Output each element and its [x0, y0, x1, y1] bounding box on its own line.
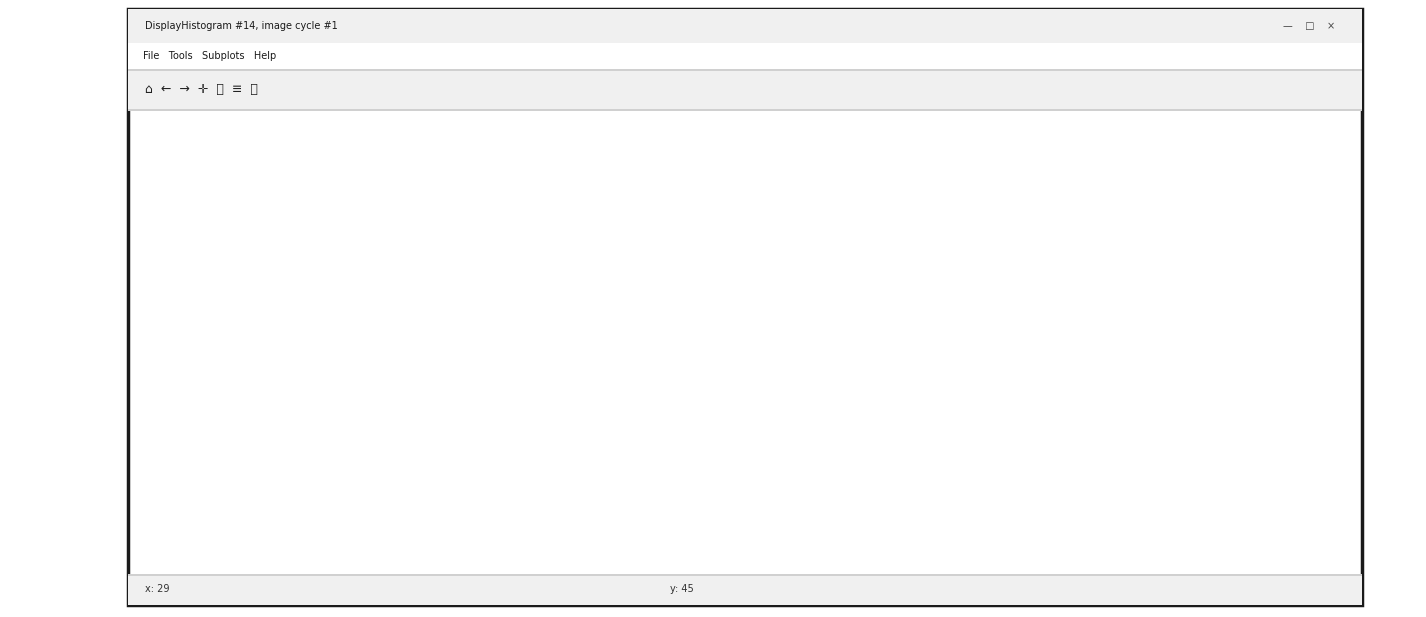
Bar [582, 410, 600, 513]
Bar [331, 273, 349, 513]
Bar [481, 341, 501, 513]
Text: ⌂  ←  →  ✛  🔍  ≡  💾: ⌂ ← → ✛ 🔍 ≡ 💾 [145, 83, 258, 96]
Bar [532, 293, 550, 513]
Bar [607, 445, 626, 513]
Bar [833, 507, 853, 513]
Bar [556, 389, 576, 513]
Bar [506, 341, 525, 513]
Text: File   Tools   Subplots   Help: File Tools Subplots Help [143, 51, 275, 61]
Bar [1161, 507, 1179, 513]
Bar [683, 472, 702, 513]
Bar [632, 465, 652, 513]
Bar [1060, 507, 1078, 513]
Text: —    □    ×: — □ × [1283, 21, 1336, 31]
Bar [858, 500, 877, 513]
Bar [406, 210, 425, 513]
Bar [934, 507, 953, 513]
Text: DisplayHistogram #14, image cycle #1: DisplayHistogram #14, image cycle #1 [145, 21, 338, 31]
Title: (cycle 1): (cycle 1) [733, 170, 794, 184]
Bar [984, 507, 1004, 513]
Bar [1010, 507, 1028, 513]
Text: x: 29: x: 29 [145, 584, 170, 594]
Bar [783, 479, 801, 513]
Bar [355, 341, 374, 513]
Bar [431, 307, 449, 513]
Bar [381, 210, 399, 513]
Bar [657, 472, 676, 513]
Bar [456, 265, 475, 513]
Text: y: 45: y: 45 [670, 584, 694, 594]
Bar [707, 452, 726, 513]
Bar [809, 507, 827, 513]
X-axis label: Children_MaskedRNA_Count: Children_MaskedRNA_Count [680, 542, 847, 555]
Bar [759, 507, 777, 513]
Bar [733, 486, 752, 513]
